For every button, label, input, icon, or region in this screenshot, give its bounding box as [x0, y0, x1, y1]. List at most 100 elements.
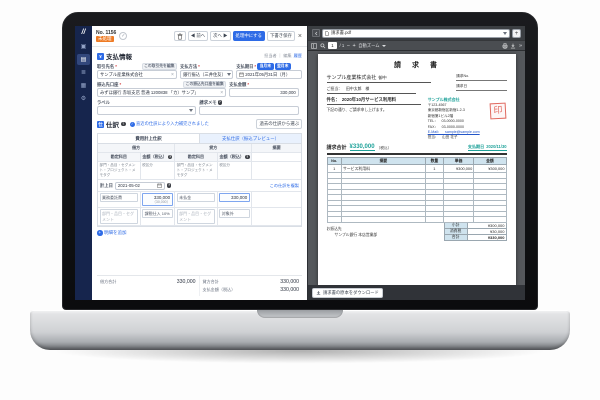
invoice-meta: 請求No. 請求日 — [456, 74, 507, 94]
help-icon[interactable]: ? — [217, 100, 223, 105]
credit-tax-select[interactable]: 対象外 — [219, 209, 250, 218]
invoice-app-window: // ▣ ▤ ≣ ▦ ⚙ No. 1156 未処理 ✓ — [75, 26, 308, 300]
history-link[interactable]: 履歴 — [293, 53, 302, 58]
payment-section-header: ¥ 支払情報 担当者 ｜ 編集 履歴 — [97, 51, 302, 61]
more-tools-icon[interactable]: » — [518, 42, 522, 49]
duplicate-journal-link[interactable]: この仕訳を複製 — [269, 182, 299, 188]
set-processing-button[interactable]: 処理中にする — [232, 31, 265, 41]
posting-date-input[interactable]: 2021-05-02 — [114, 181, 165, 190]
info-icon: i — [129, 121, 135, 127]
download-icon[interactable] — [510, 43, 516, 49]
zoom-mode-select[interactable]: 自動ズーム — [358, 42, 380, 48]
header-actions: ◀ 前へ 次へ ▶ 処理中にする 下書き保存 × — [173, 31, 303, 41]
company-seal-stamp: 印 — [490, 102, 507, 120]
download-original-button[interactable]: 請求書の原本をダウンロード — [312, 287, 383, 298]
chevron-down-icon — [382, 44, 387, 47]
journal-header-row-3: 部門・品目・セグメント・プロジェクト・メモタグ 税区分 部門・品目・セグメント・… — [98, 162, 301, 180]
invoice-subject: 件名： 2020年10月サービス利用料 — [326, 97, 421, 105]
chevron-down-icon — [226, 73, 231, 76]
sidebar-item-settings[interactable]: ⚙ — [77, 93, 90, 104]
collapse-icon — [314, 31, 317, 35]
zoom-in-button[interactable]: + — [352, 42, 356, 49]
save-draft-button[interactable]: 下書き保存 — [266, 31, 295, 41]
debit-account-input[interactable]: 業務委託費 — [99, 193, 139, 202]
file-icon — [325, 30, 329, 36]
laptop-screen: // ▣ ▤ ≣ ▦ ⚙ No. 1156 未処理 ✓ — [62, 12, 538, 310]
next-button[interactable]: 次へ ▶ — [210, 31, 231, 41]
delete-button[interactable] — [173, 31, 186, 41]
zoom-out-button[interactable]: − — [346, 42, 350, 49]
sidebar-item-ledger[interactable]: ≣ — [77, 67, 90, 78]
sidebar-item-inbox[interactable]: ▣ — [77, 41, 90, 52]
sidebar-item-documents[interactable]: ▤ — [77, 54, 90, 65]
status-badge: 未処理 — [96, 36, 114, 42]
invoice-memo-input[interactable] — [199, 106, 299, 115]
autocomplete-note: i 直近の仕訳により入力補完されました — [129, 121, 209, 127]
due-date-input[interactable]: 2021年05月31日（月） — [236, 70, 302, 79]
close-icon: × — [297, 32, 302, 40]
end-of-next-month-badge[interactable]: 翌月末 — [274, 63, 291, 70]
payment-amount-input[interactable]: 330,000 — [229, 88, 299, 97]
sidebar-item-reports[interactable]: ▦ — [77, 80, 90, 91]
past-journal-button[interactable]: 過去の仕訳から選ぶ — [256, 119, 302, 129]
debit-amount-input[interactable]: 330,000 （30,000） — [142, 193, 173, 206]
subtotal-row: 小計 ¥300,000 — [443, 222, 507, 229]
credit-tags-input[interactable]: 部門・品目・セグメント — [176, 209, 216, 224]
pdf-document-area[interactable]: 請 求 書 サンプル産業株式会社 御中 ご担当： 田中太郎 様 請求No. — [308, 51, 525, 285]
edit-vendor-badge[interactable]: この取引先を編集 — [141, 63, 177, 70]
payment-form-row-1: 取引先名 * この取引先を編集 サンプル産業株式会社 × 支払方法 * — [97, 63, 302, 79]
help-icon[interactable]: ? — [121, 121, 126, 127]
add-line-link[interactable]: + 明細を追加 — [97, 230, 127, 236]
page-number-input[interactable]: 1 — [328, 42, 337, 49]
trash-icon — [177, 33, 183, 39]
approval-check-icon[interactable]: ✓ — [119, 32, 128, 40]
pdf-toolbar: 1 / 1 − + 自動ズーム » — [308, 40, 525, 51]
add-file-button[interactable]: + — [512, 28, 521, 38]
file-select[interactable]: 請求書.pdf — [322, 28, 510, 38]
sidebar-toggle-icon[interactable] — [311, 42, 317, 49]
help-icon[interactable]: ? — [166, 183, 172, 188]
clear-icon[interactable]: × — [171, 71, 174, 78]
edit-account-badge[interactable]: この振込先口座を編集 — [183, 81, 227, 88]
calendar-icon — [157, 183, 162, 188]
app-body: ¥ 支払情報 担当者 ｜ 編集 履歴 取引先名 * この取引先を編集 — [92, 47, 307, 300]
payment-method-select[interactable]: 銀行振込（三井住友） — [179, 70, 234, 79]
app-logo: // — [81, 29, 86, 36]
journal-header-row-2: 勘定科目 金額（税込）? 勘定科目 金額（税込）? — [98, 153, 301, 162]
clear-icon[interactable]: × — [220, 89, 224, 96]
label-select[interactable] — [97, 106, 197, 115]
tab-expense-journal[interactable]: 費用計上仕訳 — [98, 134, 200, 143]
file-bar: 請求書.pdf + — [308, 26, 525, 40]
invoice-due-date: 支払期日 2020/11/30 — [467, 143, 507, 151]
print-icon[interactable] — [502, 42, 508, 49]
collapse-panel-button[interactable] — [312, 29, 320, 37]
invoice-memo-field: 請求メモ ? — [199, 99, 299, 115]
debit-tax-select[interactable]: 課税仕入 10% — [142, 209, 173, 218]
app-header: No. 1156 未処理 ✓ ◀ 前へ 次へ ▶ 処理中にする 下書き保存 — [92, 26, 307, 47]
invoice-middle: 件名： 2020年10月サービス利用料 下記の通り、ご請求申し上げます。 サンプ… — [326, 97, 507, 141]
invoice-issuer-block: サンプル株式会社 〒123-4567 東京都新宿区新宿1-2-3 新宿第1ビル2… — [424, 97, 507, 141]
close-button[interactable]: × — [297, 33, 303, 40]
bank-account-input[interactable]: みずほ銀行 赤坂支店 普通 1200838 「カ）サンプ」 × — [97, 88, 227, 97]
summary-input[interactable] — [252, 192, 301, 208]
due-date-field: 支払期日 * 当月末 翌月末 2021年05月31日（月） — [236, 63, 302, 79]
credit-amount-input[interactable]: 330,000 — [219, 193, 250, 202]
tab-payment-journal[interactable]: 支払仕訳（振込プレビュー） — [200, 134, 301, 143]
line-item-row: 1 サービス利用料 1 ¥300,000 ¥300,000 — [326, 164, 507, 174]
debit-tags-input[interactable]: 部門・品目・セグメント — [99, 209, 139, 224]
payment-section-icon: ¥ — [97, 52, 104, 60]
invoice-header: サンプル産業株式会社 御中 ご担当： 田中太郎 様 請求No. 請求日 — [326, 74, 507, 94]
help-icon[interactable]: ? — [245, 154, 250, 160]
payment-method-field: 支払方法 * 銀行振込（三井住友） — [179, 63, 234, 79]
chevron-down-icon — [189, 109, 194, 112]
journal-header-row-1: 借方 貸方 摘要 — [98, 144, 301, 153]
document-number: No. 1156 — [96, 30, 117, 36]
prev-button[interactable]: ◀ 前へ — [187, 31, 209, 41]
laptop-lid-notch — [257, 310, 343, 318]
help-icon[interactable]: ? — [167, 154, 173, 160]
journal-table: 借方 貸方 摘要 勘定科目 金額（税込）? 勘定科目 金額（税込）? — [97, 143, 302, 227]
vendor-input[interactable]: サンプル産業株式会社 × — [97, 70, 177, 79]
credit-account-input[interactable]: 未払金 — [176, 193, 216, 202]
end-of-month-badge[interactable]: 当月末 — [257, 63, 274, 70]
search-icon[interactable] — [320, 43, 326, 49]
